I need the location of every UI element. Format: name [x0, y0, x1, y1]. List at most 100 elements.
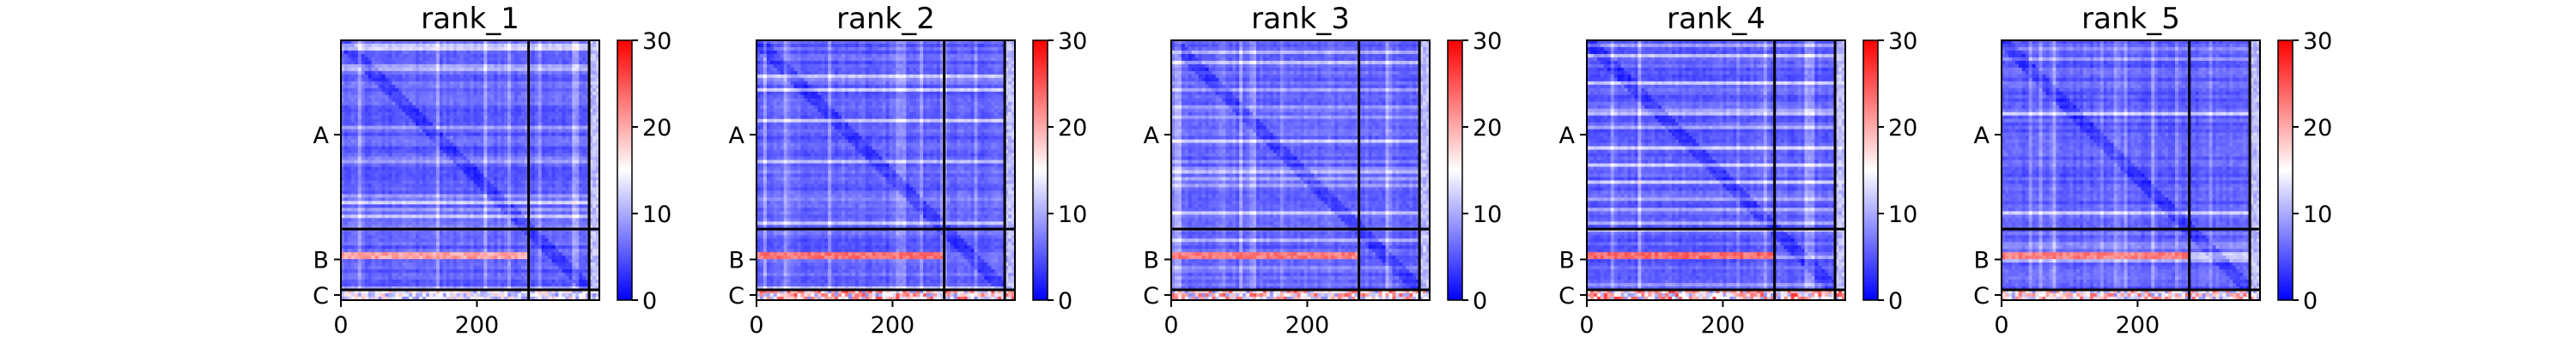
- heatmap-cell: [447, 143, 451, 147]
- heatmap-cell: [453, 153, 458, 158]
- heatmap-cell: [565, 171, 569, 175]
- heatmap-cell: [429, 99, 434, 103]
- heatmap-cell: [552, 173, 556, 178]
- heatmap-cell: [538, 44, 543, 48]
- heatmap-cell: [483, 129, 488, 134]
- heatmap-cell: [450, 99, 454, 103]
- heatmap-cell: [579, 187, 583, 191]
- heatmap-cell: [568, 99, 573, 103]
- heatmap-cell: [443, 119, 447, 123]
- heatmap-cell: [433, 102, 437, 106]
- heatmap-cell: [504, 95, 508, 99]
- heatmap-cell: [511, 109, 515, 113]
- heatmap-cell: [392, 112, 396, 117]
- heatmap-cell: [507, 147, 512, 151]
- heatmap-cell: [372, 123, 376, 127]
- heatmap-cell: [422, 187, 427, 191]
- heatmap-cell: [497, 92, 501, 96]
- heatmap-cell: [480, 153, 484, 158]
- heatmap-cell: [467, 57, 471, 62]
- heatmap-cell: [416, 171, 420, 175]
- heatmap-cell: [497, 81, 501, 86]
- heatmap-cell: [549, 119, 553, 123]
- heatmap-cell: [549, 129, 553, 134]
- heatmap-cell: [395, 44, 399, 48]
- heatmap-cell: [398, 173, 403, 178]
- heatmap-cell: [422, 143, 427, 147]
- heatmap-cell: [535, 126, 539, 130]
- heatmap-cell: [375, 143, 380, 147]
- heatmap-cell: [351, 157, 355, 161]
- heatmap-cell: [433, 81, 437, 86]
- heatmap-cell: [521, 123, 526, 127]
- heatmap-cell: [532, 123, 536, 127]
- heatmap-cell: [361, 57, 366, 62]
- heatmap-cell: [405, 119, 410, 123]
- heatmap-cell: [511, 44, 515, 48]
- heatmap-cell: [460, 184, 465, 188]
- heatmap-cell: [490, 147, 495, 151]
- heatmap-cell: [480, 47, 484, 51]
- heatmap-cell: [426, 109, 430, 113]
- heatmap-cell: [450, 105, 454, 110]
- heatmap-cell: [416, 57, 420, 62]
- heatmap-cell: [422, 147, 427, 151]
- heatmap-cell: [507, 177, 512, 181]
- heatmap-cell: [450, 184, 454, 188]
- heatmap-cell: [558, 88, 562, 93]
- heatmap-cell: [436, 150, 440, 154]
- heatmap-cell: [348, 61, 352, 65]
- heatmap-cell: [501, 180, 505, 184]
- heatmap-cell: [568, 153, 573, 158]
- heatmap-cell: [368, 116, 373, 120]
- heatmap-cell: [562, 184, 566, 188]
- heatmap-cell: [398, 102, 403, 106]
- heatmap-cell: [344, 64, 349, 69]
- heatmap-cell: [565, 61, 569, 65]
- heatmap-cell: [460, 173, 465, 178]
- heatmap-cell: [558, 116, 562, 120]
- heatmap-cell: [582, 147, 586, 151]
- heatmap-cell: [375, 99, 380, 103]
- heatmap-cell: [483, 184, 488, 188]
- heatmap-cell: [535, 150, 539, 154]
- heatmap-cell: [542, 47, 546, 51]
- heatmap-cell: [467, 126, 471, 130]
- heatmap-cell: [447, 164, 451, 168]
- heatmap-cell: [375, 71, 380, 75]
- heatmap-cell: [579, 143, 583, 147]
- heatmap-cell: [473, 68, 477, 72]
- heatmap-cell: [365, 47, 369, 51]
- heatmap-cell: [450, 126, 454, 130]
- heatmap-cell: [514, 116, 519, 120]
- heatmap-cell: [538, 150, 543, 154]
- heatmap-cell: [433, 54, 437, 58]
- heatmap-cell: [375, 177, 380, 181]
- heatmap-cell: [382, 116, 386, 120]
- heatmap-cell: [497, 61, 501, 65]
- heatmap-cell: [556, 129, 560, 134]
- heatmap-cell: [368, 167, 373, 172]
- heatmap-cell: [521, 71, 526, 75]
- heatmap-cell: [562, 95, 566, 99]
- heatmap-cell: [518, 177, 522, 181]
- heatmap-cell: [467, 119, 471, 123]
- heatmap-cell: [436, 54, 440, 58]
- heatmap-cell: [538, 180, 543, 184]
- heatmap-cell: [361, 78, 366, 82]
- heatmap-cell: [429, 116, 434, 120]
- heatmap-cell: [422, 44, 427, 48]
- heatmap-cell: [477, 61, 481, 65]
- heatmap-cell: [556, 153, 560, 158]
- heatmap-cell: [494, 99, 498, 103]
- heatmap-cell: [344, 47, 349, 51]
- heatmap-cell: [572, 88, 576, 93]
- heatmap-cell: [556, 187, 560, 191]
- heatmap-cell: [471, 129, 475, 134]
- heatmap-cell: [450, 180, 454, 184]
- heatmap-cell: [535, 187, 539, 191]
- heatmap-cell: [582, 173, 586, 178]
- heatmap-cell: [494, 116, 498, 120]
- heatmap-cell: [572, 147, 576, 151]
- heatmap-cell: [471, 164, 475, 168]
